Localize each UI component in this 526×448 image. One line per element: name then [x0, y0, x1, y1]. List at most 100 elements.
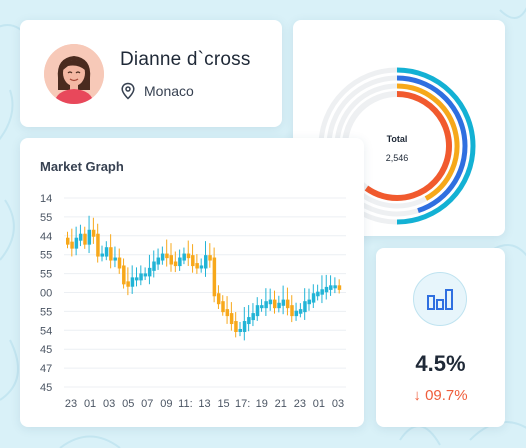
candle-down: [66, 237, 70, 245]
candle-up: [277, 302, 281, 309]
candle-down: [122, 265, 126, 285]
location-text: Monaco: [144, 83, 194, 99]
x-tick-label: 03: [332, 398, 344, 410]
candle-down: [285, 299, 290, 309]
candle-up: [268, 299, 273, 305]
map-pin-icon: [120, 82, 136, 100]
candle-down: [91, 229, 96, 237]
y-tick-label: 00: [40, 288, 52, 300]
y-tick-label: 54: [40, 325, 52, 337]
candle-up: [260, 305, 264, 309]
x-tick-label: 01: [313, 398, 325, 410]
candle-up: [251, 313, 255, 321]
woman-avatar-icon[interactable]: [44, 44, 104, 104]
candle-up: [204, 255, 208, 269]
x-tick-label: 09: [160, 398, 172, 410]
candle-down: [212, 257, 217, 297]
candle-up: [264, 301, 268, 309]
candle-up: [281, 299, 286, 306]
candle-down: [337, 285, 342, 290]
candle-down: [221, 301, 225, 313]
candle-down: [126, 281, 130, 287]
candle-down: [169, 255, 173, 265]
x-tick-label: 15: [217, 398, 229, 410]
x-tick-label: 05: [122, 398, 134, 410]
candle-up: [100, 253, 104, 257]
bar-chart-icon[interactable]: [413, 272, 467, 326]
candle-down: [234, 321, 238, 332]
candle-down: [83, 233, 87, 245]
candle-up: [147, 267, 152, 277]
candle-up: [242, 321, 247, 332]
x-tick-label: 13: [198, 398, 210, 410]
candle-down: [173, 261, 178, 267]
stat-value: 4.5%: [415, 351, 466, 376]
candle-up: [320, 289, 324, 295]
x-tick-label: 07: [141, 398, 153, 410]
candle-up: [324, 286, 329, 293]
y-tick-label: 14: [40, 193, 52, 205]
candle-up: [135, 277, 139, 281]
candle-down: [109, 247, 113, 261]
candle-down: [216, 293, 221, 305]
candle-up: [316, 291, 320, 297]
candle-up: [104, 247, 109, 257]
candle-up: [199, 265, 204, 269]
x-tick-label: 17:: [235, 398, 250, 410]
x-tick-label: 01: [84, 398, 96, 410]
candle-up: [255, 305, 260, 317]
candle-down: [165, 253, 169, 259]
donut-ring-2: [396, 83, 460, 201]
arrow-down-icon: ↓: [413, 387, 426, 404]
candle-up: [152, 261, 156, 271]
candle-up: [333, 285, 337, 289]
stat-change: ↓ 09.7%: [376, 387, 505, 404]
candle-up: [294, 310, 299, 317]
x-tick-label: 03: [103, 398, 115, 410]
y-tick-label: 44: [40, 231, 52, 243]
market-graph-title: Market Graph: [40, 159, 124, 174]
y-tick-label: 45: [40, 382, 52, 394]
candle-down: [191, 255, 195, 267]
candle-up: [156, 257, 161, 265]
stat-card: 4.5% ↓ 09.7%: [376, 248, 505, 427]
candle-up: [247, 317, 251, 325]
market-graph-card: Market Graph 14 55 44 55 55 00 55 54 45 47 45 23 01 0…: [20, 138, 364, 427]
candle-up: [160, 253, 165, 261]
candle-down: [225, 309, 230, 317]
x-tick-label: 23: [65, 398, 77, 410]
y-tick-label: 55: [40, 269, 52, 281]
candle-up: [87, 229, 92, 245]
candle-up: [307, 299, 311, 305]
candle-down: [96, 233, 100, 257]
candle-up: [303, 301, 307, 313]
candle-up: [298, 309, 303, 314]
donut-center-label: Total: [387, 134, 408, 144]
y-tick-label: 55: [40, 306, 52, 318]
y-tick-label: 45: [40, 344, 52, 356]
candle-down: [117, 257, 122, 269]
candle-up: [238, 328, 242, 332]
x-tick-label: 11:: [178, 398, 192, 410]
candle-up: [78, 233, 83, 241]
stat-change-value: 09.7%: [425, 387, 468, 404]
candle-down: [195, 263, 199, 269]
profile-name: Dianne d`cross: [120, 49, 251, 70]
candle-up: [182, 253, 186, 261]
candle-up: [311, 293, 316, 303]
candle-up: [113, 257, 117, 261]
candle-up: [143, 273, 148, 277]
location-row: Monaco: [120, 82, 194, 100]
donut-center-value: 2,546: [386, 153, 409, 163]
candle-down: [290, 305, 294, 317]
candle-up: [178, 257, 182, 267]
candle-up: [74, 237, 79, 249]
candlestick-chart: 14 55 44 55 55 00 55 54 45 47 45 23 01 03 05 07 09 11: 13 1…: [40, 193, 346, 410]
candle-down: [186, 253, 191, 259]
candle-down: [273, 299, 277, 309]
candle-up: [329, 285, 333, 290]
candle-down: [70, 241, 74, 249]
donut-ring-3: [364, 91, 452, 201]
y-tick-label: 55: [40, 212, 52, 224]
x-tick-label: 23: [294, 398, 306, 410]
